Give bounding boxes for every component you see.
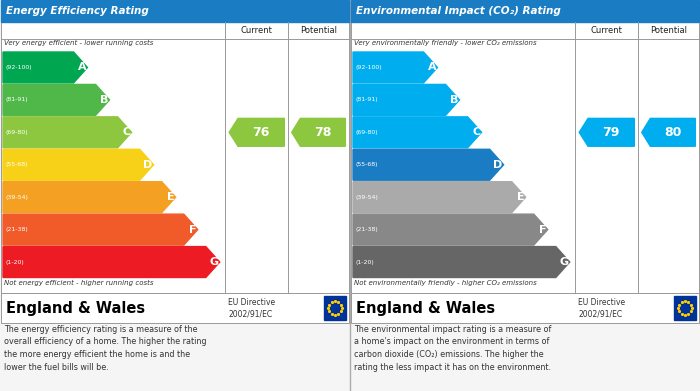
Bar: [351, 293, 699, 323]
Text: C: C: [122, 127, 131, 137]
Text: Not environmentally friendly - higher CO₂ emissions: Not environmentally friendly - higher CO…: [354, 280, 537, 286]
Text: Potential: Potential: [300, 26, 337, 35]
Text: A: A: [428, 63, 437, 72]
Polygon shape: [579, 118, 634, 146]
Polygon shape: [3, 84, 109, 115]
Text: 79: 79: [602, 126, 620, 139]
Text: 78: 78: [314, 126, 331, 139]
Text: The energy efficiency rating is a measure of the
overall efficiency of a home. T: The energy efficiency rating is a measur…: [4, 325, 206, 371]
Text: (81-91): (81-91): [355, 97, 377, 102]
Polygon shape: [3, 149, 153, 180]
Text: Current: Current: [591, 26, 623, 35]
Text: (55-68): (55-68): [5, 162, 27, 167]
Polygon shape: [3, 247, 220, 278]
Bar: [351, 0, 699, 22]
Text: Very energy efficient - lower running costs: Very energy efficient - lower running co…: [4, 40, 153, 46]
Polygon shape: [3, 214, 197, 245]
Text: (21-38): (21-38): [355, 227, 378, 232]
Text: EU Directive
2002/91/EC: EU Directive 2002/91/EC: [228, 298, 276, 318]
Bar: [1, 293, 349, 323]
Text: (92-100): (92-100): [355, 65, 382, 70]
Polygon shape: [353, 84, 459, 115]
Polygon shape: [353, 182, 526, 213]
Text: G: G: [559, 257, 568, 267]
Text: Very environmentally friendly - lower CO₂ emissions: Very environmentally friendly - lower CO…: [354, 40, 537, 46]
Text: F: F: [539, 224, 547, 235]
Text: England & Wales: England & Wales: [356, 301, 495, 316]
Text: Not energy efficient - higher running costs: Not energy efficient - higher running co…: [4, 280, 153, 286]
Text: (92-100): (92-100): [5, 65, 32, 70]
Text: A: A: [78, 63, 87, 72]
Polygon shape: [3, 52, 88, 83]
Text: B: B: [450, 95, 459, 105]
Bar: [1, 0, 349, 22]
Text: (69-80): (69-80): [355, 130, 377, 135]
Text: D: D: [144, 160, 153, 170]
Text: 76: 76: [252, 126, 270, 139]
Text: The environmental impact rating is a measure of
a home's impact on the environme: The environmental impact rating is a mea…: [354, 325, 552, 371]
Bar: [674, 296, 696, 320]
Polygon shape: [229, 118, 284, 146]
Text: (55-68): (55-68): [355, 162, 377, 167]
Text: D: D: [494, 160, 503, 170]
Polygon shape: [642, 118, 695, 146]
Polygon shape: [3, 117, 132, 148]
Text: 80: 80: [664, 126, 681, 139]
Text: (69-80): (69-80): [5, 130, 27, 135]
Polygon shape: [353, 52, 438, 83]
Bar: [351, 22, 699, 293]
Polygon shape: [353, 247, 570, 278]
Bar: [1, 22, 349, 293]
Polygon shape: [3, 182, 176, 213]
Text: B: B: [100, 95, 108, 105]
Text: Environmental Impact (CO₂) Rating: Environmental Impact (CO₂) Rating: [356, 6, 561, 16]
Text: (1-20): (1-20): [5, 260, 24, 265]
Bar: [324, 296, 346, 320]
Text: F: F: [189, 224, 197, 235]
Polygon shape: [292, 118, 345, 146]
Text: (39-54): (39-54): [355, 195, 378, 200]
Text: Current: Current: [241, 26, 273, 35]
Text: G: G: [209, 257, 218, 267]
Text: Energy Efficiency Rating: Energy Efficiency Rating: [6, 6, 148, 16]
Text: E: E: [517, 192, 524, 202]
Text: C: C: [473, 127, 481, 137]
Polygon shape: [353, 214, 547, 245]
Text: (1-20): (1-20): [355, 260, 374, 265]
Text: E: E: [167, 192, 174, 202]
Text: Potential: Potential: [650, 26, 687, 35]
Text: EU Directive
2002/91/EC: EU Directive 2002/91/EC: [578, 298, 626, 318]
Text: (21-38): (21-38): [5, 227, 28, 232]
Polygon shape: [353, 149, 503, 180]
Text: (39-54): (39-54): [5, 195, 28, 200]
Text: England & Wales: England & Wales: [6, 301, 145, 316]
Text: (81-91): (81-91): [5, 97, 27, 102]
Polygon shape: [353, 117, 482, 148]
